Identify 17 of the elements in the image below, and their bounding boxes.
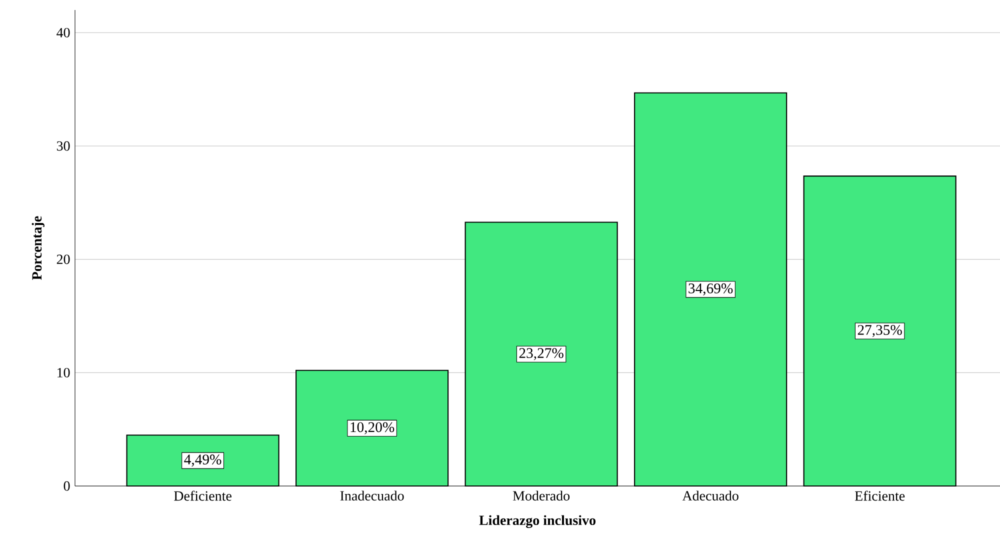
data-label: 10,20% (350, 422, 394, 434)
y-tick-label: 40 (56, 28, 70, 38)
x-tick-label: Moderado (512, 490, 570, 501)
data-label: 34,69% (688, 283, 733, 296)
y-tick-label: 0 (64, 481, 70, 491)
data-label: 27,35% (858, 325, 902, 338)
y-tick-label: 20 (56, 254, 70, 264)
y-axis-title: Porcentaje (32, 216, 44, 280)
y-tick-label: 10 (58, 368, 70, 378)
x-tick-label: Deficiente (174, 490, 232, 501)
x-axis-title: Liderazgo inclusivo (479, 515, 596, 528)
x-tick-label: Eficiente (854, 490, 905, 501)
data-label: 23,27% (519, 348, 564, 360)
x-tick-label: Adecuado (682, 490, 738, 501)
x-tick-label: Inadecuado (340, 490, 404, 501)
data-label: 4,49% (184, 454, 222, 467)
y-tick-label: 30 (56, 141, 70, 151)
